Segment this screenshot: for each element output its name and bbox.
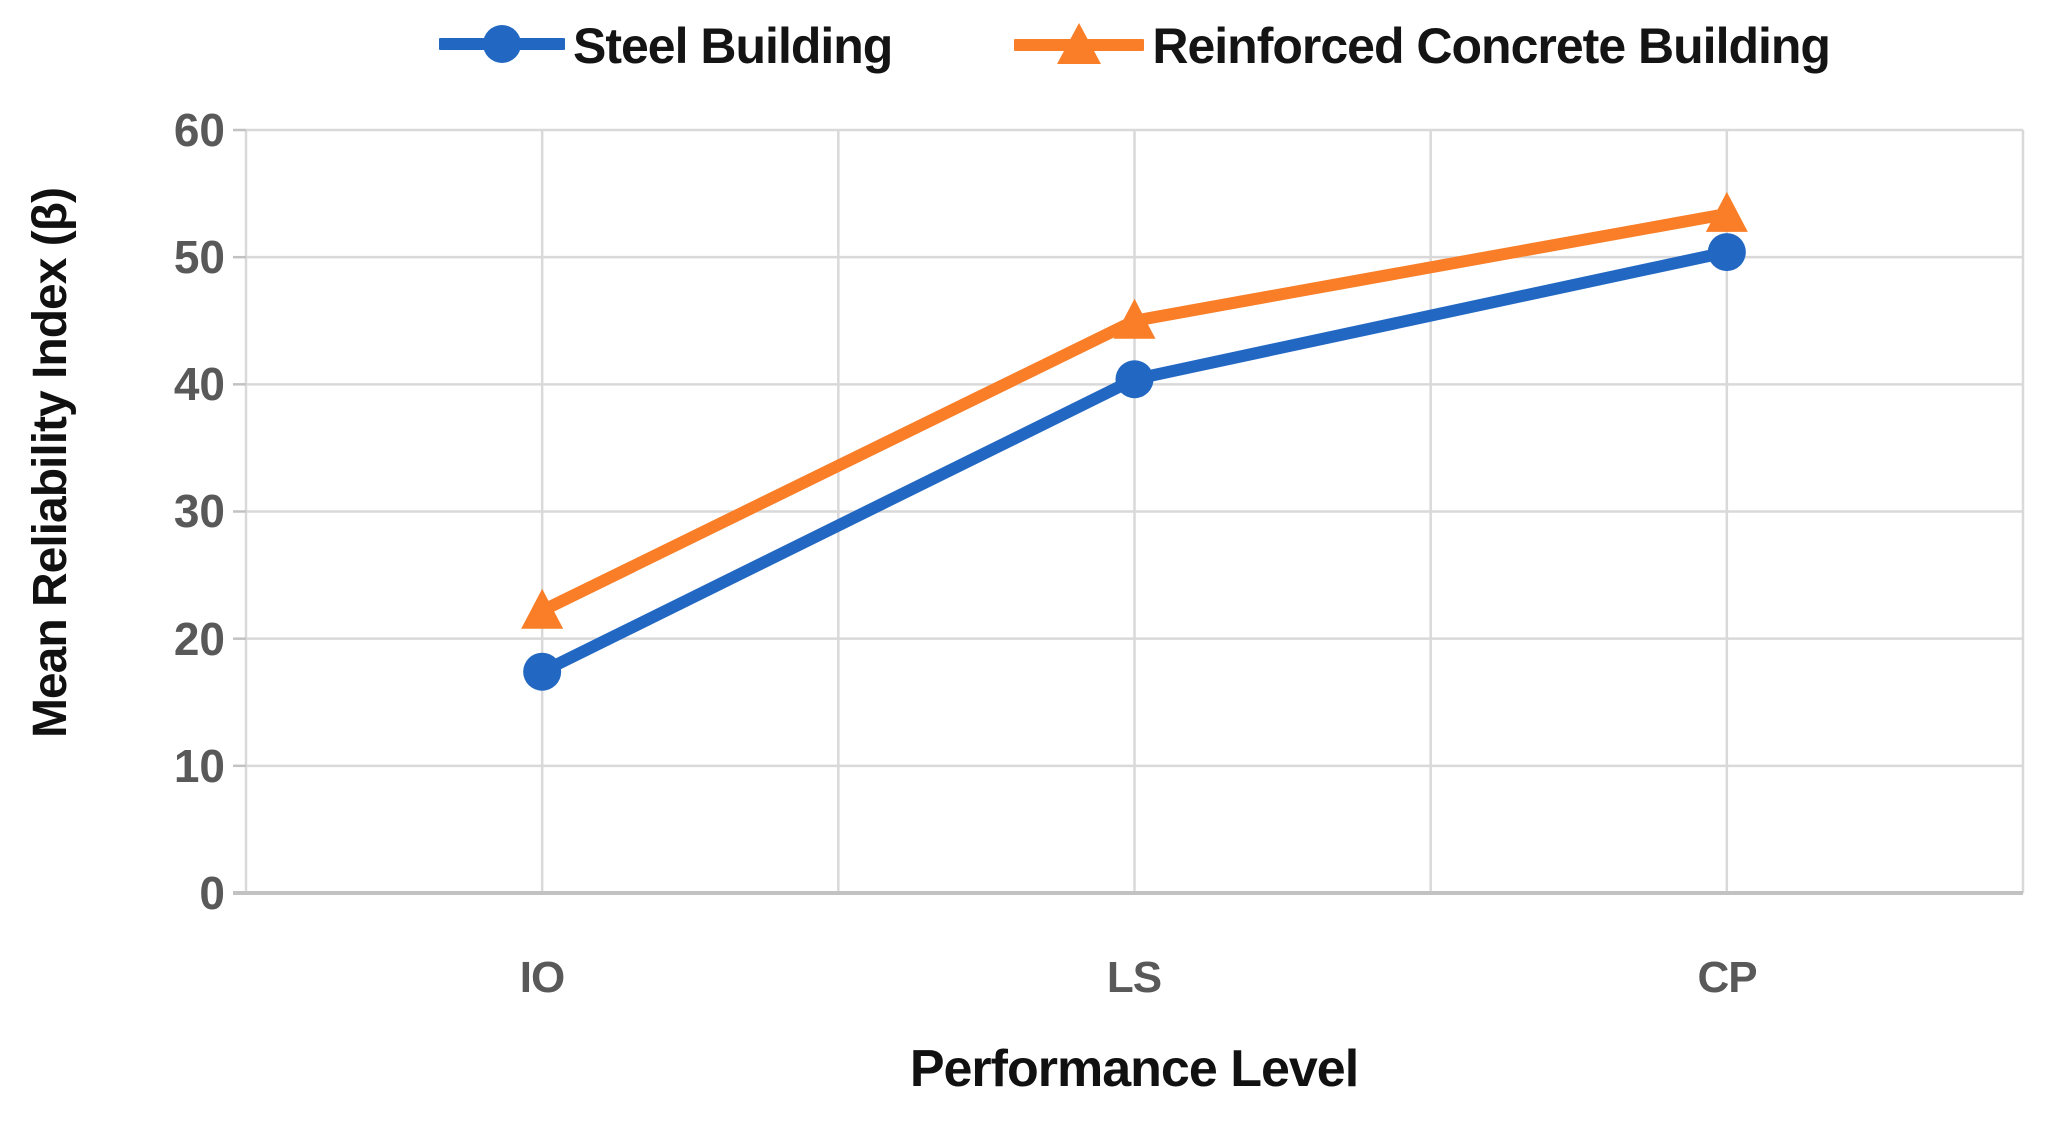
data-point-triangle bbox=[1705, 191, 1748, 232]
y-tick-20: 20 bbox=[173, 613, 225, 665]
data-point-triangle bbox=[1113, 298, 1156, 339]
steel-building-line-circle-marker-icon bbox=[435, 21, 569, 72]
legend-item-steel-building: Steel Building bbox=[435, 17, 893, 75]
y-tick-50: 50 bbox=[173, 231, 225, 283]
x-tick-ls: LS bbox=[1106, 953, 1162, 1002]
y-tick-0: 0 bbox=[199, 867, 225, 919]
data-point-circle bbox=[1707, 233, 1746, 272]
data-point-triangle bbox=[521, 588, 564, 629]
data-point-circle bbox=[523, 652, 562, 691]
legend-item-reinforced-concrete-building: Reinforced Concrete Building bbox=[1010, 17, 1831, 75]
legend-label-reinforced-concrete-building: Reinforced Concrete Building bbox=[1152, 18, 1831, 74]
y-tick-10: 10 bbox=[173, 740, 225, 792]
x-tick-io: IO bbox=[519, 953, 565, 1002]
x-axis-title: Performance Level bbox=[909, 1040, 1359, 1098]
y-tick-40: 40 bbox=[173, 358, 225, 410]
x-tick-cp: CP bbox=[1697, 953, 1757, 1002]
y-tick-60: 60 bbox=[173, 104, 225, 156]
y-tick-30: 30 bbox=[173, 485, 225, 537]
legend: Steel Building Reinforced Concrete Build… bbox=[246, 4, 2023, 88]
legend-label-steel-building: Steel Building bbox=[573, 18, 893, 74]
data-point-circle bbox=[1115, 360, 1154, 399]
reinforced-concrete-line-triangle-marker-icon bbox=[1010, 21, 1149, 72]
